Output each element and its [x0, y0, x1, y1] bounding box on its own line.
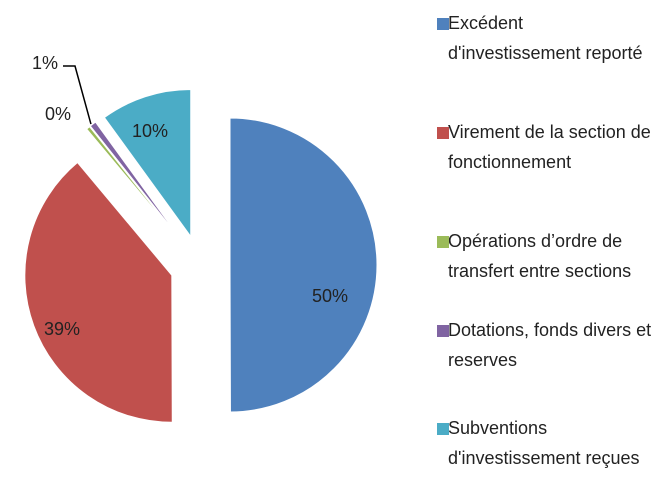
leader-line [63, 65, 92, 125]
legend-swatch [437, 325, 449, 337]
legend-label: Excédent d'investissement reporté [448, 13, 643, 63]
data-label: 50% [312, 286, 348, 306]
pie-slice [89, 121, 183, 242]
legend-swatch [437, 18, 449, 30]
legend-swatch [437, 423, 449, 435]
legend-item: Dotations, fonds divers et reserves [437, 315, 652, 375]
legend-label: Opérations d’ordre de transfert entre se… [448, 231, 632, 281]
pie-slice [24, 161, 173, 423]
legend-swatch [437, 127, 449, 139]
legend-item: Opérations d’ordre de transfert entre se… [437, 226, 652, 286]
legend-item: Excédent d'investissement reporté [437, 8, 652, 68]
pie-slice [103, 88, 192, 239]
legend-label: Subventions d'investissement reçues [448, 418, 640, 468]
legend-swatch [437, 236, 449, 248]
pie-slice [86, 125, 182, 243]
legend-item: Subventions d'investissement reçues [437, 413, 652, 473]
legend-item: Virement de la section de fonctionnement [437, 117, 652, 177]
data-label: 10% [132, 121, 168, 141]
legend-label: Virement de la section de fonctionnement [448, 122, 651, 172]
data-label: 1% [32, 53, 58, 73]
data-label: 0% [45, 104, 71, 124]
pie-slice [229, 117, 378, 413]
pie-area: 50% 39% 0% 1% 10% [24, 53, 378, 423]
legend-label: Dotations, fonds divers et reserves [448, 320, 652, 370]
data-label: 39% [44, 319, 80, 339]
